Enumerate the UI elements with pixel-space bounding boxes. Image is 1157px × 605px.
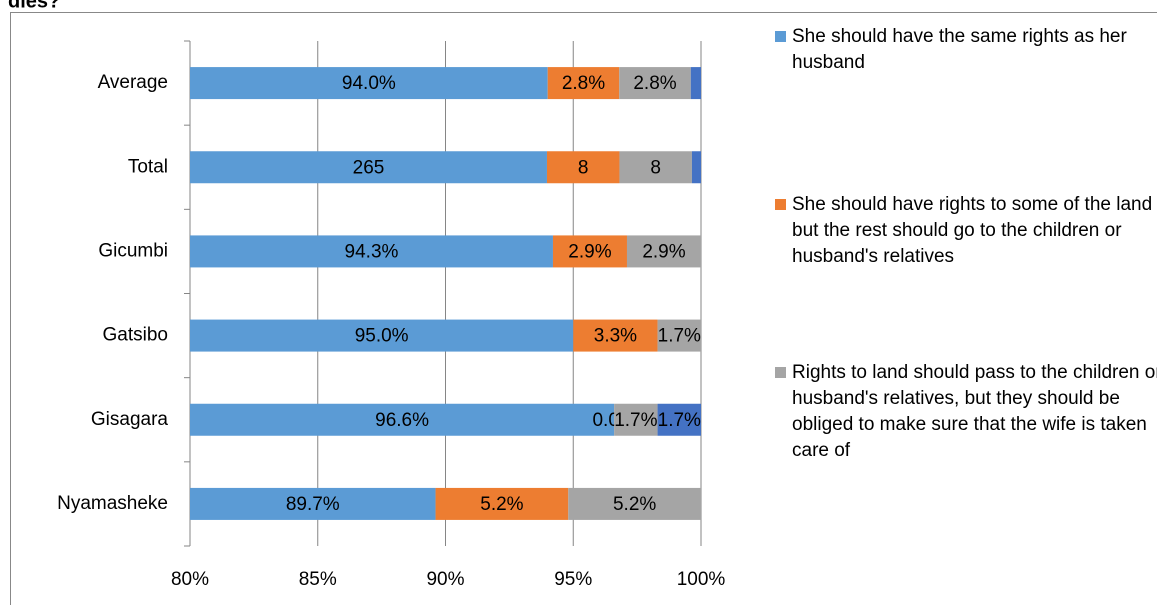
y-tick-label: Total [128,156,168,177]
data-label: 1.7% [658,410,701,431]
data-label: 2.8% [633,73,676,94]
data-label: 95.0% [355,326,409,347]
bar-segment [573,319,658,352]
data-label: 2.9% [642,241,685,262]
x-tick-label: 100% [677,569,726,590]
bar-segment [657,319,701,352]
bar-segment [435,487,569,520]
y-tick-label: Gisagara [91,409,169,430]
data-label: 5.2% [613,494,656,515]
data-label: 96.6% [375,410,429,431]
bar-segment [190,67,548,100]
bar-segment [547,67,620,100]
legend-swatch [775,367,786,378]
bar-segment [657,403,701,436]
y-tick-label: Gicumbi [98,240,168,261]
y-tick-label: Nyamasheke [57,493,168,514]
bar-segment [190,235,553,268]
data-label: 8 [578,157,589,178]
data-label: 5.2% [480,494,523,515]
bar-segment [614,403,658,436]
legend-label: She should have the same rights as her h… [792,26,1127,73]
bar-segment [190,151,547,184]
data-label: 94.3% [345,241,399,262]
bar-segment [190,319,574,352]
legend-label: Rights to land should pass to the childr… [792,362,1157,461]
y-tick-label: Average [98,72,168,93]
data-label: 265 [353,157,385,178]
y-tick-label: Gatsibo [103,325,168,346]
bar-segment [690,67,701,100]
legend-item: Rights to land should pass to the childr… [775,360,1157,464]
x-tick-label: 95% [554,569,592,590]
legend-swatch [775,31,786,42]
bar-segment [546,151,620,184]
legend-label: She should have rights to some of the la… [792,194,1153,267]
chart-title: dies? [8,0,60,12]
data-label: 3.3% [594,326,637,347]
data-label: 1.7% [658,326,701,347]
bar-segment [619,67,691,100]
x-tick-label: 80% [171,569,209,590]
bar-segment [568,487,701,520]
data-label: 2.9% [568,241,611,262]
data-label: 2.8% [562,73,605,94]
data-label: 89.7% [286,494,340,515]
data-label: 94.0% [342,73,396,94]
bar-segment [619,151,692,184]
x-tick-label: 90% [426,569,464,590]
bar-segment [626,235,701,268]
legend-item: She should have rights to some of the la… [775,192,1157,270]
bar-segment [190,403,615,436]
x-tick-label: 85% [299,569,337,590]
chart-frame [10,12,1157,605]
bar-segment [190,487,436,520]
bar-segment [691,151,701,184]
data-label: 8 [650,157,661,178]
bar-segment [552,235,627,268]
legend-item: She should have the same rights as her h… [775,24,1157,76]
legend-swatch [775,199,786,210]
data-label: 1.7% [614,410,657,431]
